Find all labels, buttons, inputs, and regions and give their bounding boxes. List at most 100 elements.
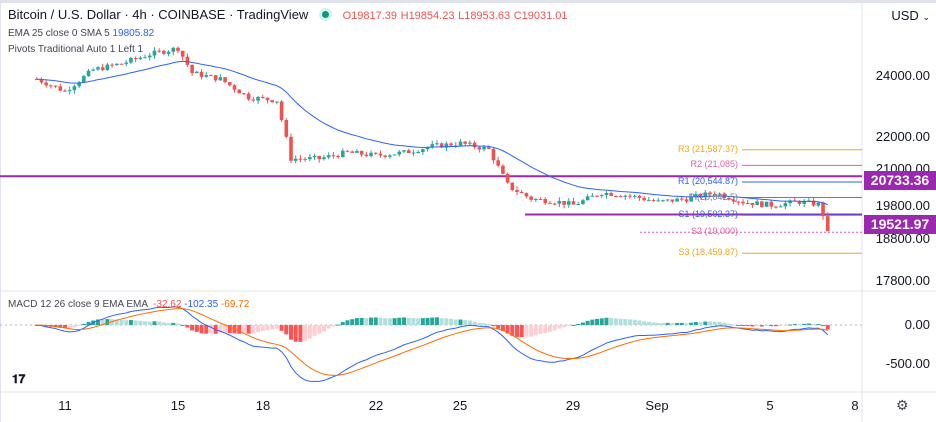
candle-body	[110, 64, 114, 66]
candle-body	[614, 195, 618, 197]
macd-histogram-bar	[580, 322, 585, 325]
macd-histogram-bar	[317, 325, 322, 334]
macd-histogram-bar	[138, 320, 143, 325]
macd-histogram-bar	[722, 322, 727, 325]
macd-histogram-bar	[176, 323, 180, 325]
pivots-legend[interactable]: Pivots Traditional Auto 1 Left 1	[8, 44, 144, 55]
macd-histogram-bar	[223, 325, 228, 334]
candle-body	[223, 77, 227, 83]
macd-histogram-bar	[128, 320, 133, 325]
macd-histogram-bar	[307, 325, 312, 339]
macd-histogram-bar	[519, 325, 524, 338]
candle-body	[548, 203, 552, 205]
candle-body	[199, 71, 204, 77]
macd-histogram-bar	[708, 321, 713, 325]
macd-histogram-bar	[86, 321, 91, 325]
candle-body	[769, 201, 774, 207]
settings-gear-icon[interactable]: ⚙	[896, 397, 909, 413]
candle-body	[524, 193, 529, 197]
macd-histogram-bar	[482, 323, 487, 325]
macd-histogram-bar	[241, 325, 246, 334]
macd-histogram-bar	[736, 325, 741, 326]
macd-histogram-bar	[373, 317, 378, 325]
macd-histogram-bar	[402, 317, 406, 325]
macd-histogram-bar	[571, 324, 576, 326]
macd-histogram-bar	[595, 318, 600, 325]
macd-legend[interactable]: MACD 12 26 close 9 EMA EMA -32.62 -102.3…	[8, 299, 249, 310]
candle-body	[741, 201, 745, 204]
macd-histogram-bar	[161, 322, 166, 325]
candle-body	[176, 47, 180, 51]
candle-body	[133, 57, 138, 59]
macd-histogram-bar	[585, 320, 590, 325]
macd-histogram-bar	[665, 322, 670, 325]
price-label: 22000.00	[875, 129, 930, 144]
candle-body	[180, 50, 185, 57]
candle-body	[373, 152, 378, 154]
macd-histogram-bar	[354, 318, 359, 325]
candle-body	[242, 93, 246, 95]
macd-histogram-bar	[703, 321, 708, 325]
macd-histogram-bar	[562, 325, 567, 328]
macd-histogram-bar	[336, 324, 341, 326]
price-label: 18800.00	[875, 231, 930, 246]
ohlc-high: H19854.23	[400, 10, 455, 22]
macd-histogram-bar	[557, 325, 562, 329]
candle-body	[477, 147, 482, 150]
macd-histogram-bar	[566, 325, 571, 326]
macd-histogram-bar	[406, 317, 411, 325]
candle-body	[675, 198, 679, 202]
macd-histogram-bar	[802, 323, 807, 325]
candle-body	[430, 144, 435, 148]
macd-signal-value: -69.72	[220, 299, 250, 310]
candle-body	[444, 143, 449, 148]
candle-body	[491, 148, 496, 161]
candle-body	[114, 63, 119, 66]
ema-legend[interactable]: EMA 25 close 0 SMA 5 19805.82	[8, 28, 154, 39]
candle-body	[355, 150, 359, 153]
candle-body	[736, 201, 741, 203]
macd-histogram-bar	[387, 318, 392, 325]
candle-body	[416, 152, 420, 154]
macd-histogram-bar	[745, 325, 750, 327]
macd-histogram-bar	[180, 325, 185, 326]
candle-body	[53, 85, 58, 87]
candle-body	[811, 200, 816, 206]
macd-histogram-bar	[208, 325, 213, 334]
candle-body	[289, 136, 293, 161]
candle-body	[684, 199, 689, 202]
candle-body	[534, 198, 538, 200]
symbol-title[interactable]: Bitcoin / U.S. Dollar · 4h · COINBASE · …	[8, 7, 309, 22]
macd-histogram-bar	[260, 325, 265, 332]
macd-histogram-bar	[717, 321, 722, 325]
candle-body	[449, 143, 453, 146]
macd-histogram-bar	[157, 321, 162, 325]
candle-body	[265, 97, 270, 101]
macd-histogram-bar	[646, 321, 651, 325]
macd-histogram-bar	[529, 325, 534, 337]
macd-histogram-bar	[689, 322, 694, 325]
candle-body	[96, 67, 100, 70]
price-label: 19800.00	[875, 198, 930, 213]
macd-histogram-bar	[227, 325, 232, 334]
pivot-label: S3 (18,459.87)	[678, 247, 738, 258]
candle-body	[778, 206, 783, 208]
candle-body	[317, 155, 322, 160]
macd-histogram-bar	[552, 325, 557, 331]
macd-histogram-bar	[133, 320, 138, 325]
candle-body	[260, 97, 265, 99]
currency-selector[interactable]: USD ⌄	[891, 8, 930, 23]
candle-body	[760, 201, 764, 207]
pivot-label: S1 (19,502.37)	[678, 209, 738, 220]
tradingview-logo-icon[interactable]: 𝟏𝟕	[12, 372, 26, 386]
candle-body	[39, 79, 44, 83]
macd-histogram-bar	[378, 317, 383, 325]
macd-histogram-bar	[755, 325, 760, 327]
macd-histogram-bar	[750, 325, 755, 327]
candle-body	[604, 192, 609, 196]
candle-body	[571, 201, 576, 205]
time-label: 11	[58, 398, 72, 413]
candle-body	[755, 201, 759, 205]
